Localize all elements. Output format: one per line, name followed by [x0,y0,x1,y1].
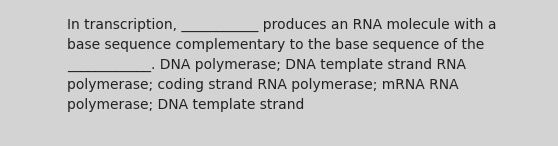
Text: In transcription, ___________ produces an RNA molecule with a
base sequence comp: In transcription, ___________ produces a… [67,18,497,112]
